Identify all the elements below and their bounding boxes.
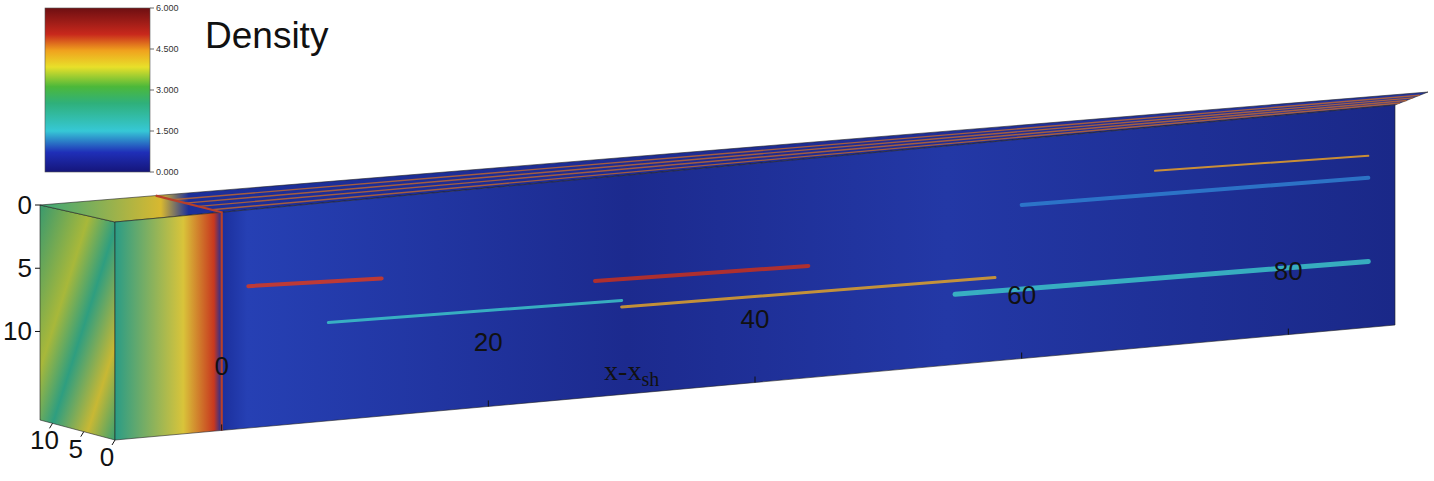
streak	[1155, 156, 1368, 171]
streak	[172, 95, 1420, 200]
streak	[595, 266, 808, 281]
colorbar-tick	[150, 172, 154, 173]
x-axis-title-sub: sh	[641, 368, 659, 390]
colorbar-tick	[150, 8, 154, 9]
y-tick-label: 0	[18, 190, 32, 220]
z-tick-label: 10	[30, 425, 59, 455]
colorbar	[45, 8, 150, 172]
streak	[185, 98, 1413, 203]
y-tick	[35, 268, 40, 269]
x-tick-label: 80	[1274, 256, 1303, 286]
colorbar-tick	[150, 131, 154, 132]
colorbar-tick	[150, 49, 154, 50]
y-tick	[35, 331, 40, 332]
streak	[622, 278, 995, 307]
streak	[248, 278, 381, 286]
x-tick-label: 40	[741, 304, 770, 334]
x-tick-label: 0	[214, 351, 228, 381]
x-tick	[1021, 353, 1022, 359]
colorbar-tick-label: 6.000	[156, 3, 179, 13]
x-axis-title: x-xsh	[604, 355, 659, 390]
chart-root: 6.000 4.500 3.000 1.500 0.000 Density 0 20 40 60 8…	[0, 0, 1434, 481]
colorbar-tick-label: 1.500	[156, 126, 179, 136]
x-tick	[755, 377, 756, 383]
chart: 6.000 4.500 3.000 1.500 0.000 Density 0 20 40 60 8…	[0, 0, 1434, 481]
x-tick-label: 20	[474, 327, 503, 357]
colorbar-tick-label: 3.000	[156, 85, 179, 95]
title: Density	[205, 15, 329, 56]
colorbar-tick-label: 0.000	[156, 167, 179, 177]
shock-front	[156, 196, 222, 431]
end-face	[40, 205, 115, 440]
streak	[1022, 178, 1369, 205]
side-face	[115, 105, 1395, 440]
y-tick-label: 10	[3, 316, 32, 346]
streak	[328, 300, 621, 322]
x-tick	[221, 424, 222, 430]
y-tick-label: 5	[18, 253, 32, 283]
x-tick-label: 60	[1007, 280, 1036, 310]
streak	[212, 103, 1400, 210]
colorbar-tick	[150, 90, 154, 91]
streak	[199, 100, 1407, 206]
x-tick	[1288, 329, 1289, 335]
z-tick-label: 5	[69, 434, 83, 464]
z-tick-label: 0	[100, 442, 114, 472]
y-tick	[35, 205, 40, 206]
x-tick	[488, 400, 489, 406]
colorbar-tick-label: 4.500	[156, 44, 179, 54]
density-texture	[172, 95, 1420, 322]
volume-box	[40, 92, 1428, 440]
